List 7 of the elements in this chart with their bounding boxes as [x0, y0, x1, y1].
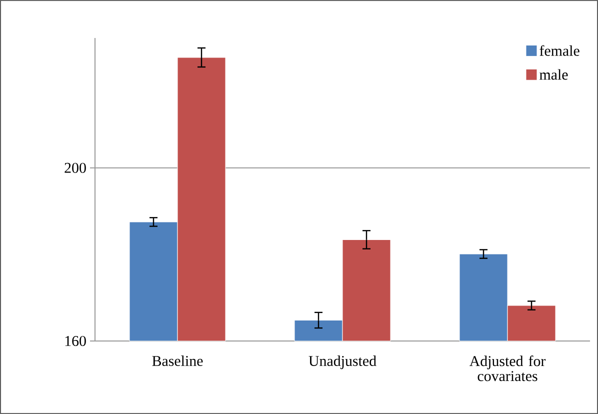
- x-tick-label: Adjusted for covariates: [469, 356, 546, 382]
- y-tick-label: 200: [64, 162, 86, 173]
- y-tick-label: 160: [65, 336, 86, 346]
- legend-label: female: [540, 45, 580, 56]
- legend-label: male: [540, 69, 568, 80]
- x-tick-label: Unadjusted: [308, 356, 376, 370]
- x-tick-label: Baseline: [152, 356, 203, 366]
